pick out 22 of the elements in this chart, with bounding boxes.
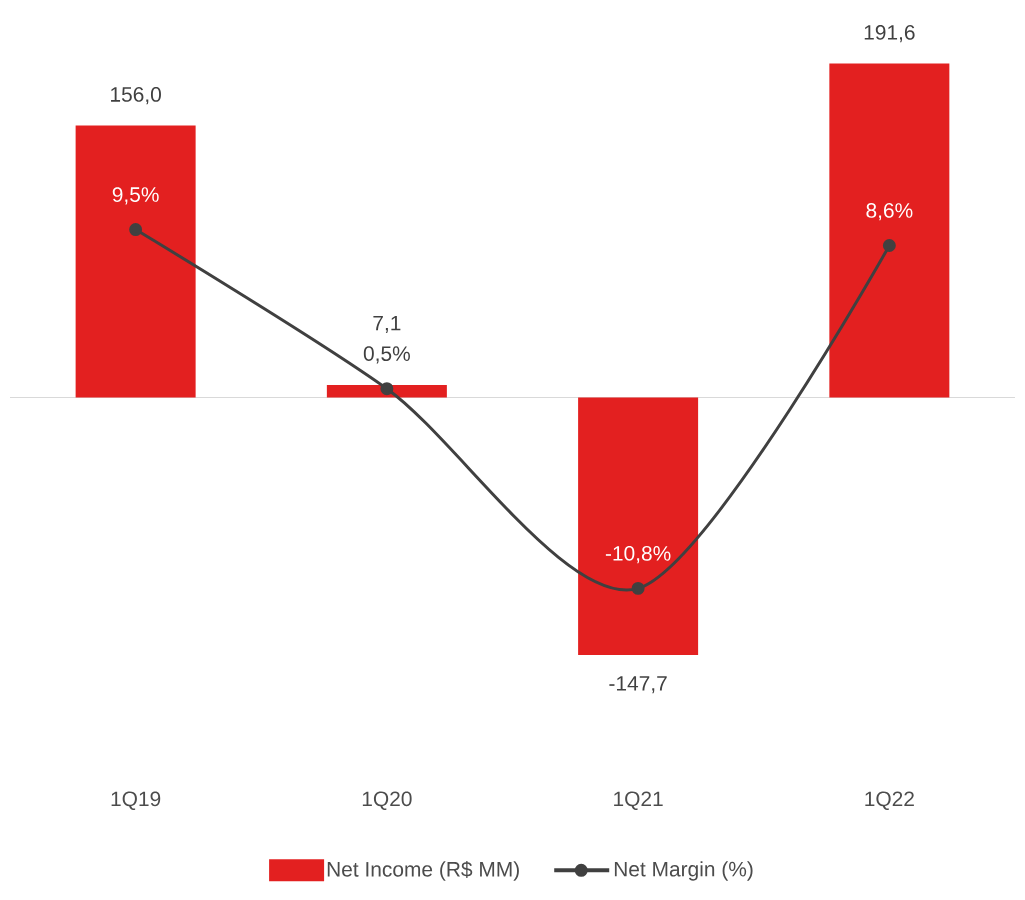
point [882, 239, 896, 252]
bar [326, 385, 447, 398]
data-label: 9,5% [112, 187, 159, 205]
data-label: 7,1 [373, 315, 401, 333]
bar [75, 125, 196, 398]
point [380, 382, 394, 396]
data-label: 191,6 [864, 24, 915, 43]
bar [829, 63, 950, 398]
x-tick-label: 1Q20 [362, 791, 412, 810]
x-tick-label: 1Q21 [614, 791, 663, 810]
x-tick-label: 1Q22 [865, 791, 914, 810]
data-label: 156,0 [111, 87, 161, 105]
point [631, 581, 645, 595]
legend-label: Net Income (R$ MM) [327, 860, 519, 881]
bar [578, 397, 699, 656]
legend-label: Net Margin (%) [614, 861, 753, 881]
point [129, 223, 143, 237]
x-tick-label: 1Q19 [111, 791, 161, 810]
data-label: -147,7 [609, 676, 667, 694]
data-label: -10,8% [605, 545, 671, 564]
data-label: 8,6% [866, 203, 913, 221]
data-label: 0,5% [363, 346, 410, 364]
